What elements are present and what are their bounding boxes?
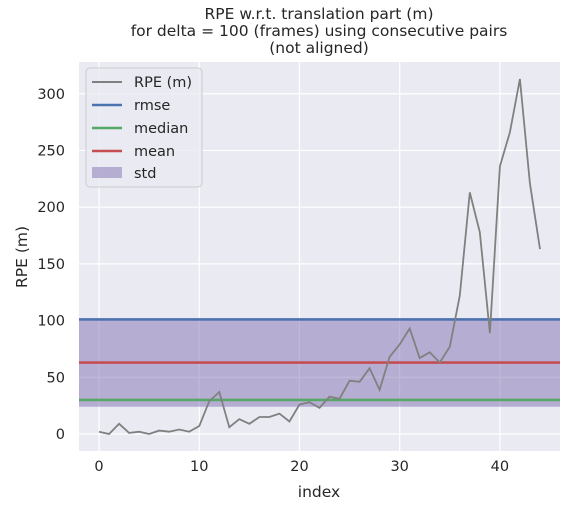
legend-label-rpe: RPE (m) (134, 75, 192, 91)
legend: RPE (m) rmse median mean std (86, 68, 202, 187)
y-tick-labels: 0 50 100 150 200 250 300 (37, 87, 65, 443)
chart-title: RPE w.r.t. translation part (m) for delt… (131, 5, 508, 57)
title-line-2: for delta = 100 (frames) using consecuti… (131, 22, 508, 40)
x-tick-label: 40 (491, 459, 509, 475)
legend-label-median: median (134, 121, 188, 137)
title-line-3: (not aligned) (269, 39, 369, 57)
y-axis-label: RPE (m) (13, 226, 31, 288)
x-axis-label: index (298, 483, 340, 501)
y-tick-label: 250 (37, 143, 65, 159)
x-tick-labels: 0 10 20 30 40 (94, 459, 509, 475)
title-line-1: RPE w.r.t. translation part (m) (204, 5, 433, 23)
y-tick-label: 100 (37, 314, 65, 330)
y-tick-label: 0 (56, 427, 65, 443)
x-tick-label: 30 (390, 459, 408, 475)
y-tick-label: 150 (37, 257, 65, 273)
legend-label-mean: mean (134, 144, 175, 160)
y-tick-label: 200 (37, 200, 65, 216)
y-tick-label: 50 (47, 370, 65, 386)
legend-label-std: std (134, 166, 156, 182)
y-tick-label: 300 (37, 87, 65, 103)
legend-label-rmse: rmse (134, 98, 170, 114)
x-tick-label: 10 (190, 459, 208, 475)
legend-swatch-std (92, 167, 122, 178)
x-tick-label: 0 (94, 459, 103, 475)
x-tick-label: 20 (290, 459, 308, 475)
